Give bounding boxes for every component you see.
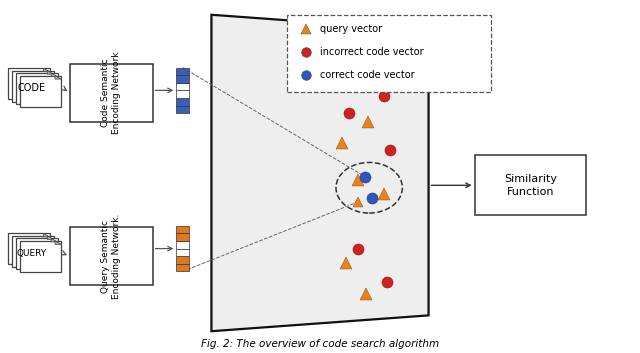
Polygon shape bbox=[44, 68, 50, 72]
Bar bbox=[176, 249, 189, 256]
Polygon shape bbox=[51, 238, 58, 242]
Text: Code Semantic
Encoding Network: Code Semantic Encoding Network bbox=[101, 52, 121, 134]
Bar bbox=[176, 106, 189, 113]
FancyBboxPatch shape bbox=[12, 71, 54, 102]
Text: query vector: query vector bbox=[320, 24, 382, 34]
Text: CODE: CODE bbox=[18, 83, 45, 93]
FancyBboxPatch shape bbox=[20, 241, 61, 272]
FancyBboxPatch shape bbox=[70, 227, 153, 286]
Text: incorrect code vector: incorrect code vector bbox=[320, 47, 424, 57]
Polygon shape bbox=[211, 15, 429, 331]
FancyBboxPatch shape bbox=[474, 155, 586, 215]
Bar bbox=[176, 264, 189, 271]
FancyBboxPatch shape bbox=[12, 236, 54, 267]
FancyBboxPatch shape bbox=[16, 238, 58, 269]
Bar bbox=[176, 67, 189, 75]
Bar bbox=[176, 233, 189, 241]
Text: Similarity
Function: Similarity Function bbox=[504, 174, 557, 197]
FancyBboxPatch shape bbox=[8, 68, 50, 99]
Bar bbox=[176, 83, 189, 90]
Text: QUERY: QUERY bbox=[17, 249, 47, 258]
Text: correct code vector: correct code vector bbox=[320, 70, 415, 80]
Polygon shape bbox=[55, 76, 61, 79]
FancyBboxPatch shape bbox=[16, 73, 58, 104]
Bar bbox=[176, 90, 189, 98]
Bar bbox=[176, 256, 189, 264]
Bar bbox=[176, 226, 189, 233]
Text: Query Semantic
Encoding Network.: Query Semantic Encoding Network. bbox=[101, 214, 121, 299]
Polygon shape bbox=[44, 233, 50, 237]
Text: Fig. 2: The overview of code search algorithm: Fig. 2: The overview of code search algo… bbox=[201, 339, 439, 349]
FancyBboxPatch shape bbox=[287, 15, 491, 92]
Bar bbox=[176, 98, 189, 106]
Polygon shape bbox=[55, 241, 61, 244]
FancyBboxPatch shape bbox=[70, 64, 153, 122]
FancyBboxPatch shape bbox=[8, 233, 50, 264]
Bar bbox=[176, 241, 189, 249]
FancyBboxPatch shape bbox=[20, 76, 61, 107]
Polygon shape bbox=[51, 73, 58, 77]
Polygon shape bbox=[47, 71, 54, 74]
Polygon shape bbox=[47, 236, 54, 239]
Bar bbox=[176, 75, 189, 83]
